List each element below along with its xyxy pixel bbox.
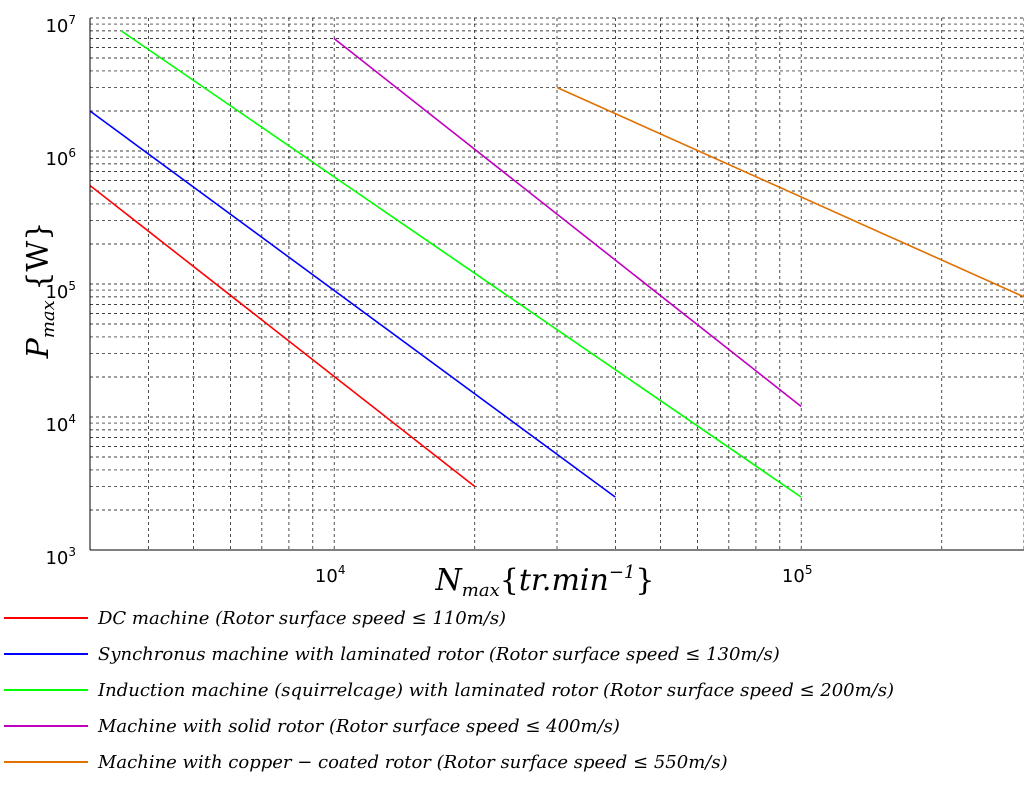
series-line-5 (556, 86, 1024, 298)
legend-swatch (4, 761, 88, 763)
series-line-3 (120, 30, 802, 498)
y-tick-label: 107 (45, 13, 76, 37)
legend-item: Machine with solid rotor (Rotor surface … (4, 711, 620, 741)
legend-item: Machine with copper − coated rotor (Roto… (4, 747, 728, 777)
chart-plot: 104 105 103 104 105 106 107 Nmax{tr.min−1} (45, 13, 1024, 601)
y-tick-label: 105 (45, 279, 76, 303)
legend-item: DC machine (Rotor surface speed ≤ 110m/s… (4, 603, 506, 633)
legend-label: Machine with solid rotor (Rotor surface … (98, 715, 620, 737)
legend-swatch (4, 653, 88, 655)
legend-swatch (4, 617, 88, 619)
legend-label: Synchronus machine with laminated rotor … (98, 643, 780, 665)
x-tick-label: 105 (782, 563, 813, 587)
legend-label: Machine with copper − coated rotor (Roto… (98, 751, 728, 773)
legend-item: Synchronus machine with laminated rotor … (4, 639, 780, 669)
y-tick-label: 106 (45, 146, 76, 170)
legend-swatch (4, 689, 88, 691)
svg-text:Pmax {W}: Pmax {W} (21, 222, 59, 360)
y-axis-label: Pmax {W} (4, 190, 64, 390)
y-tick-label: 103 (45, 545, 76, 569)
legend-label: DC machine (Rotor surface speed ≤ 110m/s… (98, 607, 507, 629)
legend-item: Induction machine (squirrelcage) with la… (4, 675, 894, 705)
series-line-2 (89, 110, 616, 498)
legend-swatch (4, 725, 88, 727)
legend: DC machine (Rotor surface speed ≤ 110m/s… (0, 600, 1024, 795)
y-tick-label: 104 (45, 412, 76, 436)
x-tick-label: 104 (315, 563, 346, 587)
legend-label: Induction machine (squirrelcage) with la… (98, 679, 894, 701)
chart: 104 105 103 104 105 106 107 Nmax{tr.min−1} (45, 13, 1024, 601)
x-axis-label: Nmax{tr.min−1} (435, 562, 655, 600)
series-line-1 (89, 184, 476, 488)
series-line-4 (333, 37, 802, 408)
